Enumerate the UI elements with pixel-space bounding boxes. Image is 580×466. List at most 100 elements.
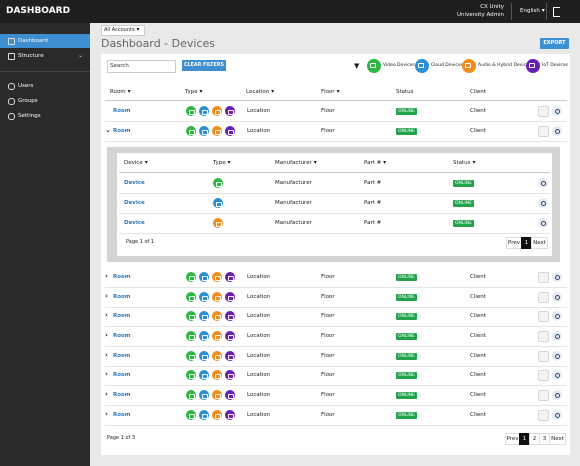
location: Location [247, 294, 271, 300]
room-link[interactable]: Room [113, 372, 131, 378]
row-search[interactable] [538, 218, 548, 228]
logout-icon[interactable] [553, 7, 560, 17]
type-icon [225, 351, 235, 361]
row-search[interactable] [552, 292, 562, 302]
room-link[interactable]: Room [113, 412, 131, 418]
filter-icon[interactable]: ▼ [354, 62, 360, 70]
legend-icon [367, 59, 381, 73]
type-icon [212, 331, 222, 341]
hline [105, 385, 567, 386]
row-action[interactable] [538, 331, 549, 342]
client: Client [470, 274, 486, 280]
room-link[interactable]: Room [113, 108, 131, 114]
legend-icon [415, 59, 429, 73]
column-header: Part # [364, 158, 386, 168]
hline [119, 193, 550, 194]
row-search[interactable] [552, 410, 562, 420]
room-link[interactable]: Room [113, 128, 131, 134]
expand-toggle[interactable]: › [105, 410, 108, 418]
row-search[interactable] [552, 351, 562, 361]
expand-toggle[interactable]: ⌄ [105, 126, 111, 134]
type-icon [186, 410, 196, 420]
page-button[interactable]: Prev [505, 433, 520, 445]
location: Location [247, 108, 271, 114]
row-action[interactable] [538, 410, 549, 421]
row-action[interactable] [538, 311, 549, 322]
row-search[interactable] [552, 370, 562, 380]
expand-toggle[interactable]: › [105, 311, 108, 319]
row-action[interactable] [538, 272, 549, 283]
room-link[interactable]: Room [113, 274, 131, 280]
row-action[interactable] [538, 351, 549, 362]
expand-toggle[interactable]: › [105, 370, 108, 378]
room-link[interactable]: Room [113, 294, 131, 300]
nav-item[interactable]: Dashboard [18, 38, 48, 44]
type-icon [225, 272, 235, 282]
row-search[interactable] [552, 126, 562, 136]
row-search[interactable] [552, 311, 562, 321]
page-button[interactable]: Next [531, 237, 548, 249]
client: Client [470, 392, 486, 398]
row-action[interactable] [538, 106, 549, 117]
language[interactable]: English [520, 6, 545, 16]
expand-toggle[interactable]: › [105, 292, 108, 300]
column-header: Room [110, 87, 131, 97]
expand-toggle[interactable]: › [105, 272, 108, 280]
export[interactable]: EXPORT [540, 38, 569, 49]
type-icon [186, 311, 196, 321]
nav-item[interactable]: Structure [18, 53, 44, 59]
nav-icon [8, 38, 15, 45]
device-link[interactable]: Device [124, 180, 145, 186]
page-button[interactable]: Next [549, 433, 566, 445]
room-link[interactable]: Room [113, 313, 131, 319]
type-icon [199, 370, 209, 380]
manufacturer: Manufacturer [275, 200, 312, 206]
expand-toggle[interactable]: › [105, 351, 108, 359]
row-action[interactable] [538, 126, 549, 137]
status-badge: ONLINE [453, 219, 474, 227]
clear-filters[interactable]: CLEAR FILTERS [182, 60, 226, 71]
client: Client [470, 108, 486, 114]
search-box[interactable] [107, 60, 176, 73]
column-header: Device [124, 158, 148, 168]
device-link[interactable]: Device [124, 220, 145, 226]
nav-item[interactable]: Users [18, 83, 34, 89]
row-search[interactable] [552, 106, 562, 116]
client: Client [470, 128, 486, 134]
device-link[interactable]: Device [124, 200, 145, 206]
type-icon [213, 198, 223, 208]
room-link[interactable]: Room [113, 353, 131, 359]
type-icon [199, 331, 209, 341]
search-input[interactable]: Search [110, 63, 129, 69]
page-button[interactable]: Prev [506, 237, 522, 249]
location: Location [247, 353, 271, 359]
nav-item[interactable]: Groups [18, 98, 38, 104]
row-action[interactable] [538, 370, 549, 381]
column-header: Status [396, 89, 414, 95]
row-search[interactable] [552, 331, 562, 341]
row-search[interactable] [538, 198, 548, 208]
type-icon [212, 272, 222, 282]
room-link[interactable]: Room [113, 333, 131, 339]
row-search[interactable] [552, 272, 562, 282]
nav-item[interactable]: Settings [18, 113, 41, 119]
type-icon [212, 292, 222, 302]
row-action[interactable] [538, 292, 549, 303]
hline [105, 121, 567, 122]
floor: Floor [321, 392, 335, 398]
nav-icon [8, 98, 15, 105]
row-search[interactable] [552, 390, 562, 400]
type-icon [186, 331, 196, 341]
row-action[interactable] [538, 390, 549, 401]
type-icon [186, 292, 196, 302]
account-select[interactable]: All Accounts [104, 25, 140, 35]
row-search[interactable] [538, 178, 548, 188]
type-icon [225, 311, 235, 321]
room-link[interactable]: Room [113, 392, 131, 398]
status-badge: ONLINE [396, 411, 417, 419]
expand-toggle[interactable]: › [105, 331, 108, 339]
chevron: ⌄ [78, 52, 84, 59]
expand-toggle[interactable]: › [105, 390, 108, 398]
type-icon [225, 390, 235, 400]
